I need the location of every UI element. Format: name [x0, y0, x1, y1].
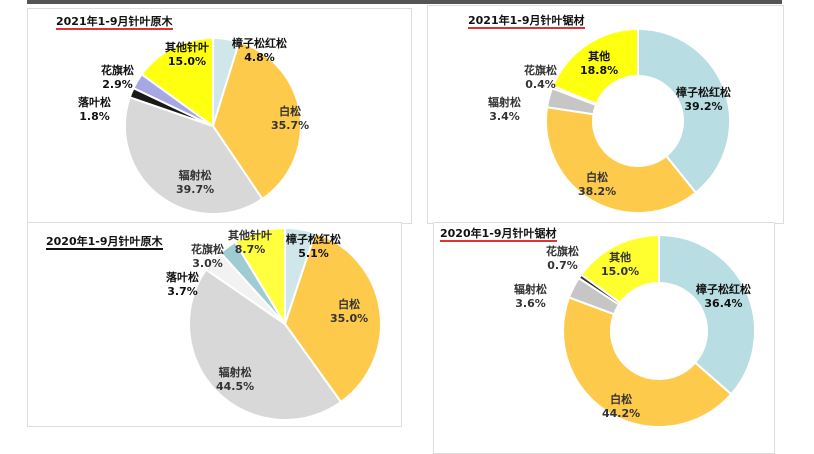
data-label: 白松 35.7% [271, 105, 309, 133]
slice-name: 花旗松 [546, 245, 579, 258]
data-label: 白松 44.2% [602, 393, 640, 421]
slice-value: 35.0% [330, 312, 369, 325]
chart-2020-logs: 2020年1-9月针叶原木 樟子松红松 5.1% 白松 35.0% 辐射松 44.5% 落叶松… [27, 222, 402, 427]
data-label: 辐射松 44.5% [216, 366, 254, 394]
pie-svg [545, 27, 731, 214]
slice-value: 39.7% [176, 183, 215, 196]
slice-value: 15.0% [601, 265, 640, 278]
slice-name: 花旗松 [191, 243, 224, 256]
data-label: 花旗松 3.0% [191, 243, 224, 271]
slice-name: 其他针叶 [165, 41, 209, 54]
pie-svg [124, 36, 302, 215]
slice-5 [140, 36, 214, 128]
slice-name: 白松 [279, 105, 302, 118]
pie-svg [562, 233, 756, 428]
chart-title: 2020年1-9月针叶锯材 [440, 227, 557, 242]
slice-value: 1.8% [79, 110, 110, 123]
top-bar [27, 0, 782, 4]
slice-name: 落叶松 [78, 96, 111, 109]
slice-value: 5.1% [298, 247, 329, 260]
data-label: 樟子松红松 36.4% [696, 283, 751, 311]
data-label: 花旗松 0.4% [524, 64, 557, 92]
slice-name: 辐射松 [178, 169, 212, 182]
data-label: 樟子松红松 39.2% [676, 86, 731, 114]
slice-name: 辐射松 [218, 366, 252, 379]
slice-2 [124, 96, 264, 215]
slice-1 [562, 296, 733, 428]
slice-value: 44.2% [602, 407, 641, 420]
slice-name: 其他针叶 [228, 229, 272, 242]
slice-name: 花旗松 [101, 64, 134, 77]
data-label: 其他针叶 15.0% [165, 41, 209, 69]
data-label: 其他针叶 8.7% [228, 229, 272, 257]
data-label: 白松 35.0% [330, 298, 368, 326]
data-label: 落叶松 3.7% [166, 271, 199, 299]
slice-5 [233, 226, 286, 328]
slice-name: 辐射松 [514, 283, 547, 296]
data-label: 樟子松红松 5.1% [286, 233, 341, 261]
slice-1 [211, 40, 302, 201]
chart-title: 2021年1-9月针叶原木 [56, 15, 173, 30]
slice-value: 44.5% [216, 380, 255, 393]
slice-value: 3.7% [167, 285, 198, 298]
slice-name: 白松 [586, 171, 609, 184]
chart-2021-logs: 2021年1-9月针叶原木樟子松红松 4.8% 白松 35.7% 辐射松 39.7% 落叶松… [27, 8, 412, 224]
data-label: 花旗松 2.9% [101, 64, 134, 92]
slice-1 [545, 106, 698, 214]
slice-value: 36.4% [704, 297, 743, 310]
chart-title: 2020年1-9月针叶原木 [46, 235, 163, 250]
slice-value: 3.0% [192, 257, 223, 270]
data-label: 辐射松 39.7% [176, 169, 214, 197]
slice-name: 白松 [610, 393, 633, 406]
data-label: 其他 18.8% [580, 50, 618, 78]
slice-0 [658, 233, 756, 396]
data-label: 辐射松 3.4% [488, 96, 521, 124]
slice-value: 35.7% [271, 119, 310, 132]
slice-0 [637, 27, 731, 195]
data-label: 辐射松 3.6% [514, 283, 547, 311]
chart-2020-lumber: 2020年1-9月针叶锯材樟子松红松 36.4% 白松 44.2% 辐射松 3.6% 花旗松… [433, 222, 775, 454]
slice-name: 樟子松红松 [286, 233, 341, 246]
slice-1 [283, 231, 382, 404]
slice-name: 落叶松 [166, 271, 199, 284]
slice-name: 樟子松红松 [696, 283, 751, 296]
pie-svg [188, 226, 382, 421]
slice-value: 39.2% [684, 100, 723, 113]
slice-value: 38.2% [578, 185, 617, 198]
slice-value: 2.9% [102, 78, 133, 91]
slice-4 [579, 233, 660, 305]
slice-value: 15.0% [167, 55, 207, 68]
data-label: 花旗松 0.7% [546, 245, 579, 273]
slice-name: 樟子松红松 [676, 86, 731, 99]
slice-2 [188, 268, 343, 421]
data-label: 白松 38.2% [578, 171, 616, 199]
slice-name: 其他 [588, 50, 611, 63]
slice-value: 8.7% [234, 243, 266, 256]
slice-value: 3.4% [489, 110, 520, 123]
slice-name: 其他 [609, 251, 632, 264]
slice-value: 3.6% [515, 297, 546, 310]
data-label: 其他 15.0% [601, 251, 639, 279]
slice-name: 辐射松 [488, 96, 521, 109]
slice-name: 白松 [338, 298, 361, 311]
slice-name: 樟子松红松 [232, 37, 287, 50]
slice-name: 花旗松 [524, 64, 557, 77]
data-label: 落叶松 1.8% [78, 96, 111, 124]
slice-value: 0.7% [547, 259, 578, 272]
slice-value: 18.8% [580, 64, 619, 77]
data-label: 樟子松红松 4.8% [232, 37, 287, 65]
chart-2021-lumber: 2021年1-9月针叶锯材 樟子松红松 39.2% 白松 38.2% 辐射松 3.4% 花旗松… [427, 5, 784, 224]
slice-4 [551, 27, 639, 106]
slice-value: 0.4% [525, 78, 556, 91]
chart-title: 2021年1-9月针叶锯材 [468, 14, 585, 29]
slice-value: 4.8% [244, 51, 275, 64]
